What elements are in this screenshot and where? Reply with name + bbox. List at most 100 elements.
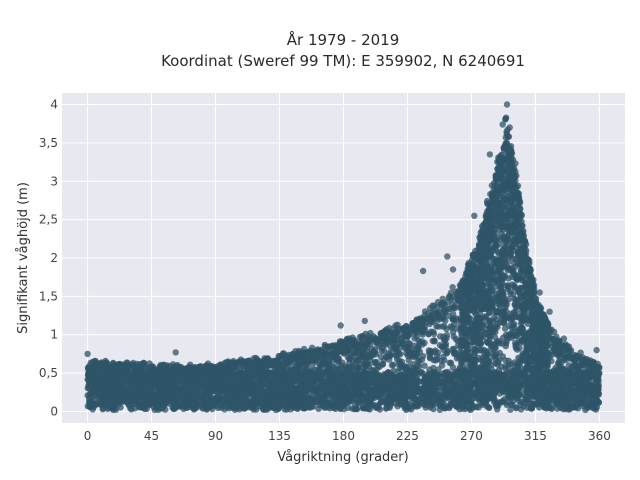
data-point [593, 404, 601, 411]
data-point [436, 399, 444, 406]
data-point [100, 405, 107, 412]
data-point [302, 396, 309, 404]
data-point [378, 347, 385, 355]
data-point [131, 400, 138, 408]
data-point [507, 406, 514, 413]
data-point [367, 398, 374, 406]
data-point [517, 406, 525, 413]
data-point [339, 402, 346, 410]
data-point [388, 362, 396, 369]
data-point [433, 322, 440, 330]
data-point [312, 366, 319, 374]
data-point [121, 378, 128, 385]
data-point [508, 401, 515, 409]
chart-title-line-2: Koordinat (Sweref 99 TM): E 359902, N 62… [161, 52, 525, 70]
data-point [343, 392, 350, 400]
data-point [249, 402, 257, 409]
data-point [492, 401, 499, 408]
data-point [177, 402, 184, 410]
data-point [399, 387, 407, 394]
data-point [431, 338, 438, 345]
data-point [438, 323, 446, 330]
data-point [324, 367, 331, 374]
data-point [425, 347, 433, 354]
data-point [432, 390, 439, 398]
data-point [412, 366, 420, 373]
data-point [288, 379, 295, 386]
data-point [398, 397, 405, 404]
data-point [302, 365, 310, 372]
data-point [143, 375, 150, 382]
data-point [212, 396, 219, 403]
data-points [84, 101, 603, 414]
data-point [194, 390, 201, 397]
data-point [187, 399, 194, 406]
data-point [383, 404, 390, 412]
data-point [446, 403, 453, 410]
data-point [223, 403, 230, 410]
data-point [229, 401, 236, 408]
data-point [394, 377, 401, 384]
data-point [388, 372, 395, 380]
data-point [200, 395, 207, 403]
data-point [580, 393, 588, 401]
data-point [86, 399, 93, 406]
data-point [426, 380, 433, 387]
data-point [432, 372, 440, 379]
data-point [326, 401, 333, 409]
data-point [352, 401, 359, 408]
chart-title-line-1: År 1979 - 2019 [287, 30, 400, 49]
data-point [296, 396, 304, 403]
data-point [419, 370, 427, 377]
data-point [93, 386, 101, 394]
data-point [284, 403, 291, 411]
data-point [418, 356, 426, 363]
data-point [201, 376, 208, 384]
data-point [576, 382, 583, 389]
data-point [377, 353, 385, 360]
data-point [430, 405, 437, 413]
data-point [582, 406, 589, 414]
data-point [340, 386, 347, 393]
data-point [441, 386, 448, 393]
data-point [426, 354, 434, 361]
data-point [436, 378, 444, 385]
data-point [311, 388, 318, 396]
data-point [377, 373, 384, 381]
data-point [467, 406, 474, 414]
data-point [370, 349, 377, 356]
data-point [438, 357, 445, 365]
data-point [334, 366, 341, 373]
data-point [590, 383, 598, 390]
data-point [208, 402, 215, 409]
data-point [299, 383, 306, 390]
data-point [360, 403, 367, 410]
data-point [139, 402, 146, 410]
data-point [213, 388, 221, 395]
data-point [344, 373, 352, 381]
data-point [425, 372, 432, 380]
data-point [414, 400, 421, 408]
data-point [397, 371, 405, 378]
data-point [199, 405, 206, 412]
data-point [443, 334, 450, 342]
data-point [92, 373, 99, 380]
data-point [418, 338, 426, 345]
data-point [377, 398, 385, 406]
data-point [298, 377, 305, 384]
data-point [513, 404, 520, 411]
data-point [263, 398, 270, 406]
data-point [372, 391, 379, 398]
data-point [91, 380, 98, 388]
data-point [217, 404, 225, 411]
data-point [583, 368, 590, 376]
data-point [205, 390, 212, 397]
data-point [281, 372, 289, 379]
data-point [392, 400, 399, 407]
data-point [562, 382, 569, 390]
data-point [362, 384, 369, 391]
data-point [403, 381, 410, 388]
data-point [333, 398, 341, 405]
data-point [574, 365, 581, 372]
